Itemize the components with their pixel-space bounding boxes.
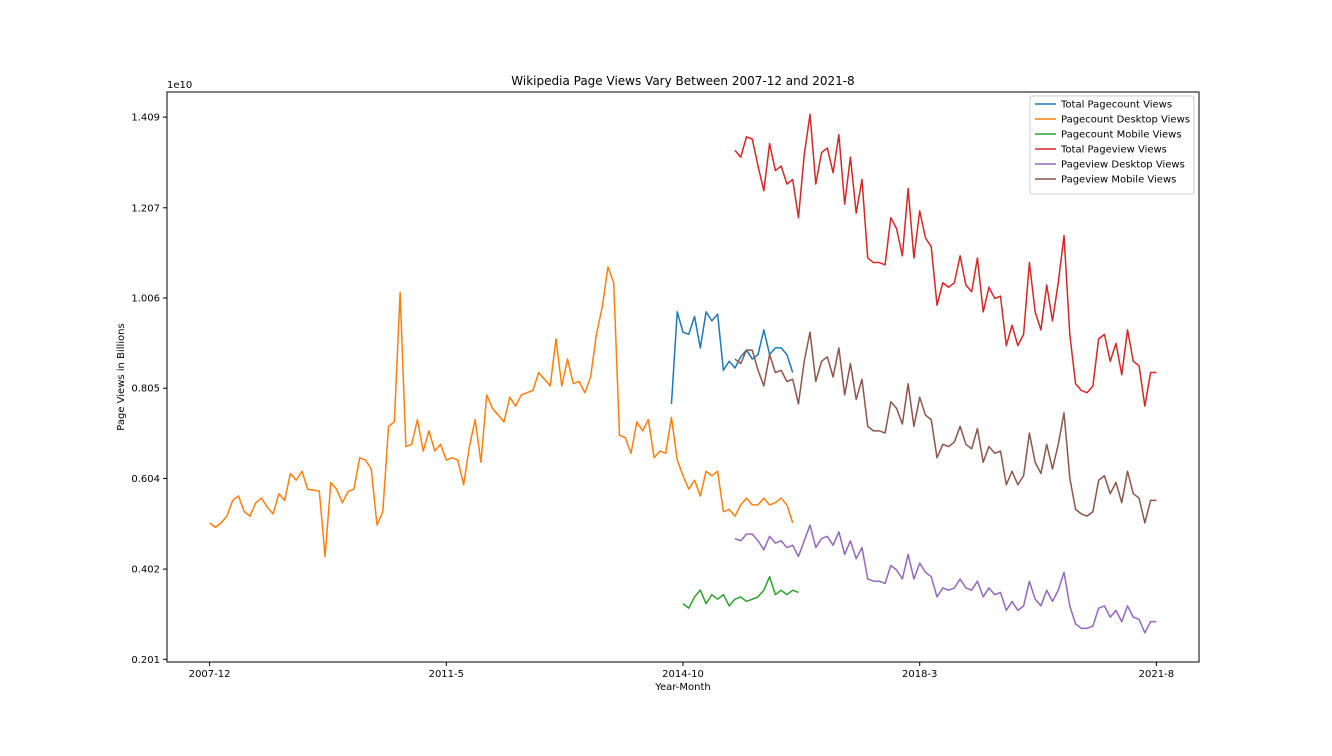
x-axis: 2007-12 2011-5 2014-10 2018-3 2021-8	[189, 662, 1174, 680]
legend-label-2: Pagecount Mobile Views	[1061, 130, 1182, 141]
x-axis-label: Year-Month	[654, 682, 710, 693]
series-line-3	[734, 113, 1157, 407]
legend-label-3: Total Pageview Views	[1060, 145, 1167, 156]
y-axis-label: Page Views in Billions	[116, 323, 127, 430]
x-tick-label: 2021-8	[1139, 669, 1174, 680]
y-tick-label: 0.402	[131, 565, 160, 576]
y-offset-text: 1e10	[167, 80, 192, 91]
legend-label-4: Pageview Desktop Views	[1061, 160, 1185, 171]
series-line-0	[670, 311, 794, 404]
series-line-4	[734, 524, 1157, 634]
x-tick-label: 2011-5	[429, 669, 464, 680]
y-tick-label: 1.207	[131, 203, 160, 214]
x-tick-label: 2018-3	[902, 669, 937, 680]
x-tick-label: 2007-12	[189, 669, 231, 680]
y-tick-label: 0.604	[131, 474, 160, 485]
legend: Total Pagecount Views Pagecount Desktop V…	[1029, 95, 1195, 195]
series-layer	[209, 113, 1157, 634]
y-tick-label: 0.201	[131, 655, 160, 666]
legend-label-1: Pagecount Desktop Views	[1061, 115, 1190, 126]
legend-label-0: Total Pagecount Views	[1060, 100, 1172, 111]
series-line-2	[682, 575, 799, 609]
y-tick-label: 1.006	[131, 294, 160, 305]
legend-frame	[1029, 95, 1195, 195]
x-tick-label: 2014-10	[662, 669, 704, 680]
legend-label-5: Pageview Mobile Views	[1061, 175, 1176, 186]
series-line-1	[209, 266, 794, 558]
chart-title: Wikipedia Page Views Vary Between 2007-1…	[511, 74, 854, 88]
series-line-5	[734, 331, 1157, 524]
y-tick-label: 1.409	[131, 113, 160, 124]
y-axis: 0.201 0.402 0.604 0.805 1.006 1.207 1.409	[131, 113, 167, 666]
y-tick-label: 0.805	[131, 384, 160, 395]
